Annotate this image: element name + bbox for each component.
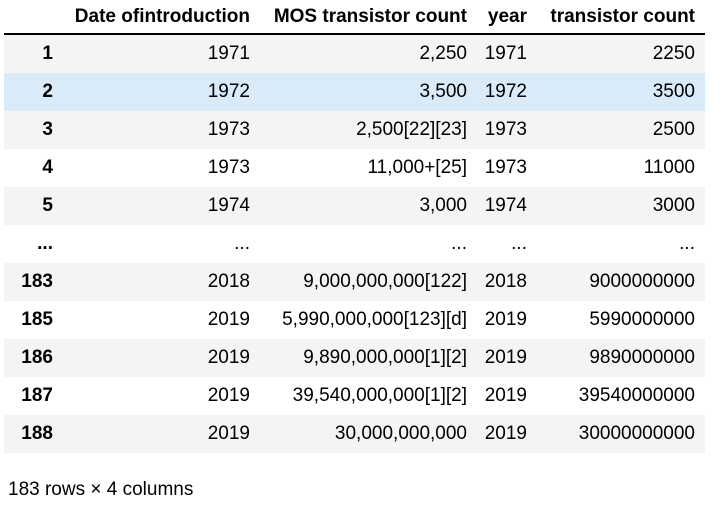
table-cell: 1973 [207, 157, 250, 178]
table-cell: 2019 [484, 423, 527, 444]
table-cell: 2018 [484, 271, 527, 292]
column-header: transistor count [537, 0, 705, 35]
table-cell: 2019 [484, 385, 527, 406]
table-row: 187 2019 39,540,000,000[1][2] 2019 395400000… [4, 377, 705, 415]
table-row: 1 1971 2,250 1971 2250 [4, 34, 705, 73]
table-cell: 2,250 [419, 43, 467, 64]
table-cell: ... [234, 233, 250, 254]
table-cell: 2500 [652, 119, 695, 140]
table-shape-summary: 183 rows × 4 columns [8, 479, 194, 500]
table-cell: 1972 [484, 81, 527, 102]
row-index: 185 [21, 309, 53, 330]
table-cell: 2019 [207, 309, 250, 330]
row-index: 4 [42, 157, 53, 178]
table-cell: ... [451, 233, 467, 254]
dataframe-output: Date ofintroduction MOS transistor count y… [4, 0, 705, 500]
table-cell: 2250 [652, 43, 695, 64]
table-cell: 9890000000 [589, 347, 695, 368]
table-cell: 2,500[22][23] [356, 119, 467, 140]
table-cell: 2019 [207, 423, 250, 444]
table-cell: 9000000000 [589, 271, 695, 292]
table-cell: 2019 [207, 347, 250, 368]
header-row: Date ofintroduction MOS transistor count y… [4, 0, 705, 35]
row-index: 1 [42, 43, 53, 64]
table-cell: 39,540,000,000[1][2] [292, 385, 467, 406]
table-cell: 9,000,000,000[122] [303, 271, 467, 292]
table-cell: ... [679, 233, 695, 254]
table-cell: 2019 [484, 347, 527, 368]
table-cell: 2019 [207, 385, 250, 406]
row-index: 183 [21, 271, 53, 292]
table-row: 3 1973 2,500[22][23] 1973 2500 [4, 111, 705, 149]
column-header: year [477, 0, 537, 35]
table-cell: 1973 [484, 119, 527, 140]
column-header: Date ofintroduction [63, 0, 260, 35]
table-row: 5 1974 3,000 1974 3000 [4, 187, 705, 225]
table-cell: 11,000+[25] [367, 157, 468, 178]
table-cell: 3,500 [419, 81, 467, 102]
table-row: 2 1972 3,500 1972 3500 [4, 73, 705, 111]
table-cell: 1971 [484, 43, 527, 64]
table-cell: 11000 [643, 157, 695, 178]
dataframe-table: Date ofintroduction MOS transistor count y… [4, 0, 705, 453]
row-index: 5 [42, 195, 53, 216]
table-cell: 2019 [484, 309, 527, 330]
table-row: 183 2018 9,000,000,000[122] 2018 9000000000 [4, 263, 705, 301]
table-cell: 30000000000 [578, 423, 695, 444]
table-row: ............... [4, 225, 705, 263]
table-cell: 3500 [652, 81, 695, 102]
row-index: 186 [21, 347, 53, 368]
row-index: ... [37, 233, 53, 254]
table-cell: 9,890,000,000[1][2] [303, 347, 467, 368]
table-cell: 1973 [484, 157, 527, 178]
row-index: 2 [42, 81, 53, 102]
table-cell: ... [511, 233, 527, 254]
table-row: 186 2019 9,890,000,000[1][2] 2019 9890000000 [4, 339, 705, 377]
row-index: 188 [21, 423, 53, 444]
index-corner-header [4, 0, 63, 35]
table-row: 188 2019 30,000,000,000 2019 30000000000 [4, 415, 705, 453]
table-cell: 3000 [652, 195, 695, 216]
table-row: 185 2019 5,990,000,000[123][d] 2019 59900000… [4, 301, 705, 339]
table-cell: 1974 [484, 195, 527, 216]
table-cell: 1974 [207, 195, 250, 216]
table-cell: 5990000000 [589, 309, 695, 330]
table-cell: 2018 [207, 271, 250, 292]
row-index: 3 [42, 119, 53, 140]
table-row: 4 1973 11,000+[25] 1973 11000 [4, 149, 705, 187]
table-header: Date ofintroduction MOS transistor count y… [4, 0, 705, 35]
table-cell: 1972 [207, 81, 250, 102]
table-cell: 39540000000 [578, 385, 695, 406]
table-cell: 1973 [207, 119, 250, 140]
column-header: MOS transistor count [260, 0, 477, 35]
table-cell: 3,000 [419, 195, 467, 216]
table-cell: 5,990,000,000[123][d] [282, 309, 467, 330]
table-cell: 30,000,000,000 [334, 423, 467, 444]
table-cell: 1971 [207, 43, 250, 64]
row-index: 187 [21, 385, 53, 406]
table-body: 1 1971 2,250 1971 2250 2 1972 3,500 1972 3500 3 197… [4, 34, 705, 453]
